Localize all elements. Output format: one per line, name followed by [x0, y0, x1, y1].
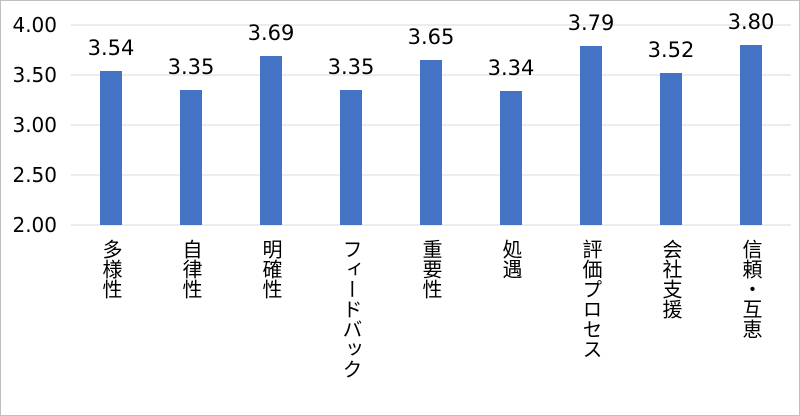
- data-label: 3.52: [648, 38, 695, 62]
- bar: [500, 91, 522, 225]
- category-label: 重要性: [419, 239, 443, 299]
- data-label: 3.34: [488, 56, 535, 80]
- y-tick-label: 3.50: [12, 63, 57, 87]
- data-label: 3.54: [88, 36, 135, 60]
- bar: [180, 90, 202, 225]
- bar: [740, 45, 762, 225]
- y-tick-label: 4.00: [12, 13, 57, 37]
- category-label: 明確性: [259, 239, 283, 299]
- data-label: 3.80: [728, 10, 775, 34]
- y-axis-ticks: 2.00 2.50 3.00 3.50 4.00: [12, 13, 57, 237]
- category-labels: 多様性 自律性 明確性 フィードバック 重要性 処遇 評価プロセス 会社支援 信頼・互恵: [99, 239, 763, 379]
- category-label: フィードバック: [339, 239, 363, 379]
- y-tick-label: 2.50: [12, 163, 57, 187]
- category-label: 評価プロセス: [579, 239, 603, 359]
- bar: [660, 73, 682, 225]
- bar: [580, 46, 602, 225]
- data-label: 3.79: [568, 11, 615, 35]
- category-label: 自律性: [179, 239, 203, 299]
- data-label: 3.69: [248, 21, 295, 45]
- bar: [260, 56, 282, 225]
- data-labels: 3.54 3.35 3.69 3.35 3.65 3.34 3.79 3.52 3.80: [88, 10, 775, 80]
- category-label: 会社支援: [659, 239, 683, 319]
- data-label: 3.65: [408, 25, 455, 49]
- data-label: 3.35: [328, 55, 375, 79]
- bar: [100, 71, 122, 225]
- y-tick-label: 2.00: [12, 213, 57, 237]
- category-label: 処遇: [499, 239, 523, 279]
- bar: [420, 60, 442, 225]
- y-tick-label: 3.00: [12, 113, 57, 137]
- data-label: 3.35: [168, 55, 215, 79]
- bars: [100, 45, 762, 225]
- category-label: 多様性: [99, 239, 123, 299]
- category-label: 信頼・互恵: [739, 239, 763, 339]
- bar: [340, 90, 362, 225]
